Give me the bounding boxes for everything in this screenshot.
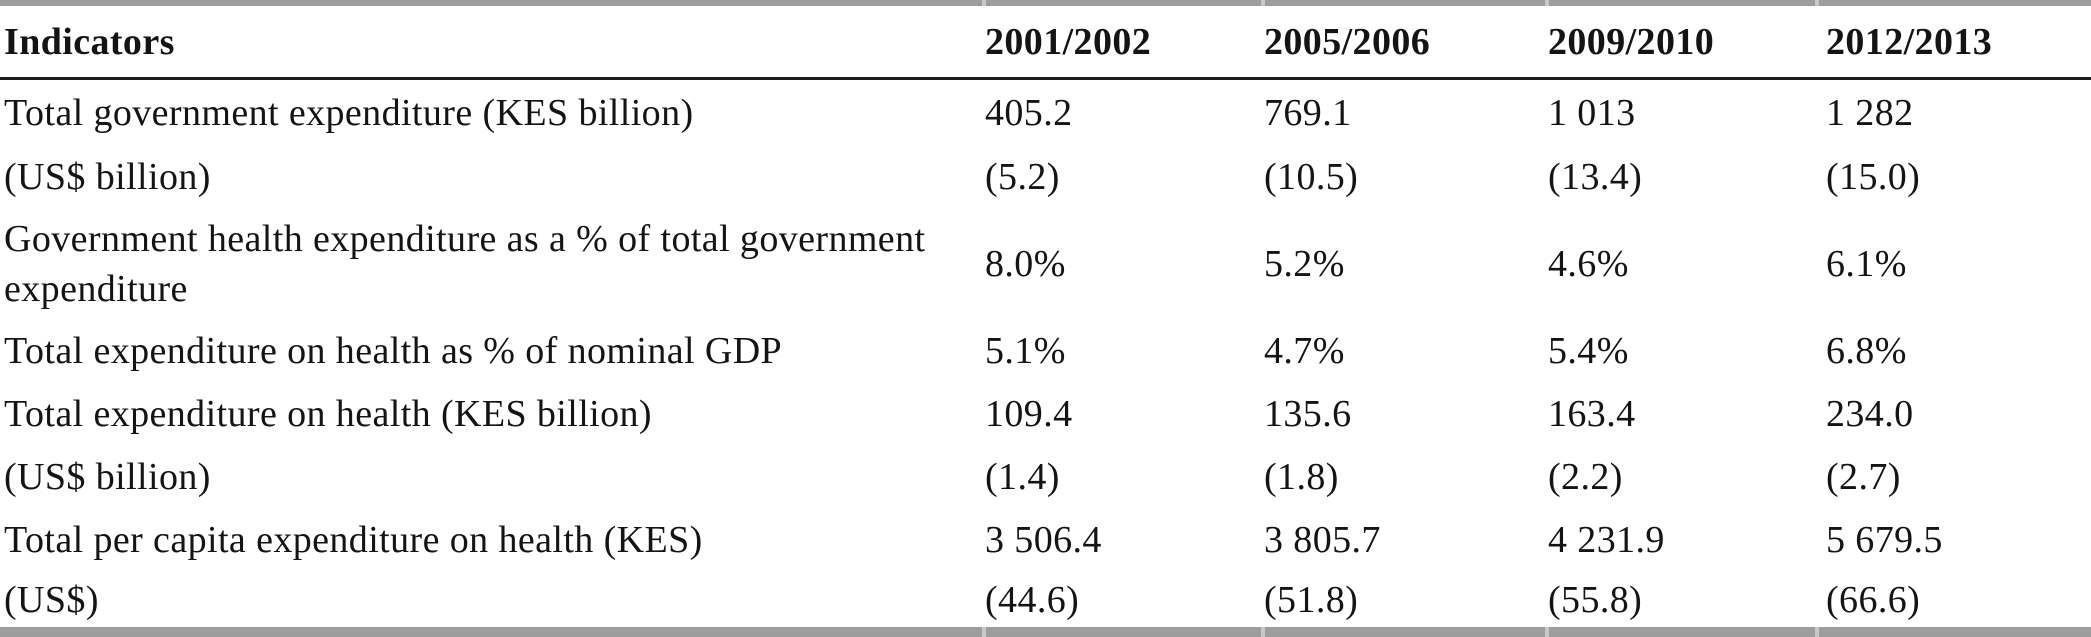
indicator-label-text: Total expenditure on health as % of nomi… [4,330,783,372]
value-cell: 1 013 [1548,91,1636,134]
indicator-label: Total per capita expenditure on health (… [0,518,982,562]
value-cell: (44.6) [985,578,1080,621]
column-divider-notch [1545,0,1549,6]
value-cell: (2.7) [1826,455,1901,498]
indicator-label: Total expenditure on health (KES billion… [0,392,982,436]
column-divider-notch [1261,0,1265,6]
value-cell: 1 282 [1826,91,1914,134]
indicator-label-text: Total per capita expenditure on health (… [4,519,703,561]
value-cell: 6.8% [1826,330,1907,372]
column-divider-notch [982,627,986,637]
indicator-label: Total government expenditure (KES billio… [0,91,982,135]
value-cell: 3 805.7 [1264,519,1381,561]
value-cell: 3 506.4 [985,519,1102,561]
indicator-label-text: (US$ billion) [4,455,211,498]
value-cell: (10.5) [1264,155,1359,198]
value-cell: 5 679.5 [1826,519,1943,561]
table-row: (US$ billion) (1.4) (1.8) (2.2) (2.7) [0,445,2091,508]
column-divider-notch [982,0,986,6]
value-cell: (1.4) [985,455,1060,498]
indicator-label-text: expenditure [4,268,188,310]
value-cell: 4 231.9 [1548,519,1665,561]
table-row: Total expenditure on health (KES billion… [0,382,2091,445]
table-bottom-rule [0,627,2091,637]
column-header-2005-2006: 2005/2006 [1264,20,1431,63]
column-divider-notch [1261,627,1265,637]
table-row: Total government expenditure (KES billio… [0,80,2091,145]
indicator-label-text: Total government expenditure (KES billio… [4,91,694,134]
indicator-label-text: (US$ billion) [4,155,211,198]
table-row: Government health expenditure as a % of … [0,208,2091,320]
value-cell: (55.8) [1548,578,1643,621]
value-cell: 109.4 [985,392,1073,435]
indicator-label-text: Total expenditure on health (KES billion… [4,392,652,435]
value-cell: 135.6 [1264,392,1352,435]
indicator-label: (US$) [0,578,982,622]
indicator-label: Government health expenditure as a % of … [0,214,982,314]
value-cell: 5.1% [985,330,1066,372]
value-cell: (15.0) [1826,155,1921,198]
value-cell: 8.0% [985,243,1066,285]
value-cell: (1.8) [1264,455,1339,498]
value-cell: (5.2) [985,155,1060,198]
value-cell: 405.2 [985,91,1073,134]
indicator-label-text: Government health expenditure as a % of … [4,218,926,260]
table-row: (US$ billion) (5.2) (10.5) (13.4) (15.0) [0,145,2091,208]
value-cell: 5.2% [1264,243,1345,285]
value-cell: 769.1 [1264,91,1352,134]
value-cell: (13.4) [1548,155,1643,198]
value-cell: 163.4 [1548,392,1636,435]
value-cell: (51.8) [1264,578,1359,621]
column-divider-notch [1815,0,1819,6]
column-divider-notch [1545,627,1549,637]
column-header-indicators: Indicators [4,20,175,63]
indicator-label: (US$ billion) [0,455,982,499]
indicator-label: (US$ billion) [0,155,982,199]
column-header-2012-2013: 2012/2013 [1826,20,1993,63]
table-row: Total per capita expenditure on health (… [0,508,2091,572]
table-top-rule [0,0,2091,6]
indicator-label: Total expenditure on health as % of nomi… [0,329,982,373]
column-header-2009-2010: 2009/2010 [1548,20,1715,63]
column-divider-notch [1815,627,1819,637]
table-header-row: Indicators 2001/2002 2005/2006 2009/2010… [0,6,2091,80]
indicator-label-text: (US$) [4,578,99,621]
value-cell: 5.4% [1548,330,1629,372]
value-cell: (2.2) [1548,455,1623,498]
table-row: (US$) (44.6) (51.8) (55.8) (66.6) [0,572,2091,627]
value-cell: 6.1% [1826,243,1907,285]
column-header-2001-2002: 2001/2002 [985,20,1152,63]
value-cell: (66.6) [1826,578,1921,621]
value-cell: 234.0 [1826,392,1914,435]
value-cell: 4.7% [1264,330,1345,372]
table-row: Total expenditure on health as % of nomi… [0,320,2091,382]
value-cell: 4.6% [1548,243,1629,285]
